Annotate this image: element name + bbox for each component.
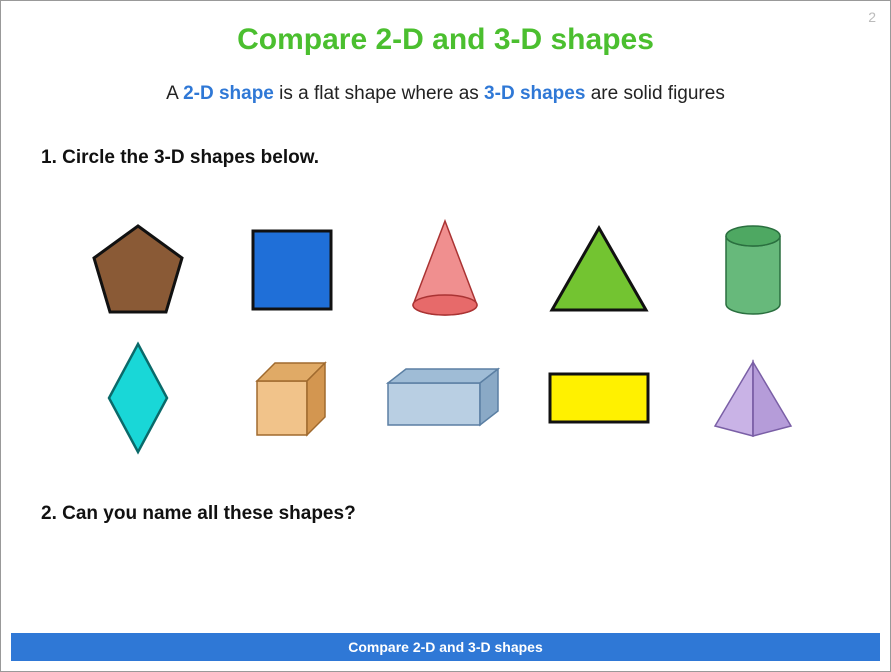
cube-icon xyxy=(247,353,337,443)
subtitle-suffix: are solid figures xyxy=(585,83,724,104)
triangle-icon xyxy=(544,220,654,320)
square-icon xyxy=(247,225,337,315)
footer-bar: Compare 2-D and 3-D shapes xyxy=(11,633,880,661)
cuboid-icon xyxy=(380,363,510,433)
page-title: Compare 2-D and 3-D shapes xyxy=(1,23,890,57)
question-2: 2. Can you name all these shapes? xyxy=(41,503,890,525)
shape-cube xyxy=(227,343,357,453)
footer-text: Compare 2-D and 3-D shapes xyxy=(348,639,543,655)
shape-rhombus xyxy=(73,343,203,453)
subtitle-mid: is a flat shape where as xyxy=(274,83,484,104)
shape-rectangle xyxy=(534,343,664,453)
shape-triangle xyxy=(534,215,664,325)
pentagon-icon xyxy=(88,220,188,320)
subtitle: A 2-D shape is a flat shape where as 3-D… xyxy=(1,83,890,105)
term-3d: 3-D shapes xyxy=(484,83,585,104)
subtitle-prefix: A xyxy=(166,83,183,104)
shape-cylinder xyxy=(688,215,818,325)
shape-square xyxy=(227,215,357,325)
term-2d: 2-D shape xyxy=(183,83,274,104)
shape-cone xyxy=(380,215,510,325)
page-number: 2 xyxy=(868,9,876,25)
pyramid-icon xyxy=(703,356,803,441)
shape-pentagon xyxy=(73,215,203,325)
rectangle-icon xyxy=(544,368,654,428)
shapes-row-1 xyxy=(1,215,890,325)
cone-icon xyxy=(405,215,485,325)
question-1: 1. Circle the 3-D shapes below. xyxy=(41,147,890,169)
shape-cuboid xyxy=(380,343,510,453)
shape-pyramid xyxy=(688,343,818,453)
rhombus-icon xyxy=(103,338,173,458)
shapes-row-2 xyxy=(1,343,890,453)
cylinder-icon xyxy=(718,220,788,320)
